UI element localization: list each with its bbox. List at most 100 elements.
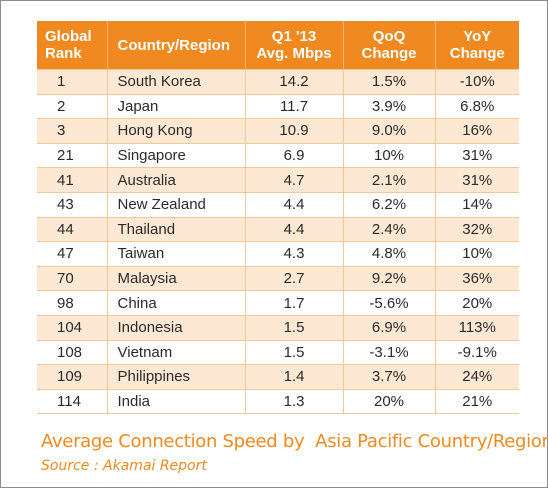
avg-mbps-cell: 4.4 (244, 216, 343, 242)
table-row: 47 Taiwan 4.3 4.8% 10% (37, 241, 519, 267)
table-row: 104 Indonesia 1.5 6.9% 113% (37, 314, 519, 341)
avg-mbps-cell: 14.2 (244, 69, 343, 95)
yoy-change-cell: 20% (434, 290, 519, 316)
chart-title: Average Connection Speed by Asia Pacific… (41, 431, 548, 452)
header-line: Avg. Mbps (256, 45, 332, 62)
qoq-change-cell: -5.6% (342, 290, 435, 316)
rank-cell: 109 (37, 364, 107, 390)
header-row: Global Rank Country/Region Q1 '13 Avg. Mbp… (37, 21, 519, 70)
rank-cell: 2 (37, 93, 107, 119)
yoy-change-cell: 14% (434, 191, 519, 218)
avg-mbps-cell: 1.5 (244, 339, 343, 365)
avg-mbps-cell: 6.9 (244, 142, 343, 168)
country-cell: Taiwan (106, 241, 245, 267)
header-qoq-change: QoQ Change (342, 21, 435, 70)
country-cell: Vietnam (106, 339, 245, 365)
header-yoy-change: YoY Change (434, 21, 519, 70)
table-row: 114 India 1.3 20% 21% (37, 388, 519, 415)
header-line: Change (449, 45, 505, 62)
qoq-change-cell: 3.7% (342, 364, 435, 390)
rank-cell: 1 (37, 69, 107, 95)
country-cell: Japan (106, 93, 245, 119)
table-body: 1 South Korea 14.2 1.5% -10% 2 Japan 11.7 3.9% 6.… (37, 69, 519, 415)
qoq-change-cell: 2.1% (342, 167, 435, 193)
table-row: 1 South Korea 14.2 1.5% -10% (37, 69, 519, 95)
yoy-change-cell: 24% (434, 364, 519, 390)
table-row: 21 Singapore 6.9 10% 31% (37, 142, 519, 168)
avg-mbps-cell: 4.4 (244, 191, 343, 218)
table-row: 43 New Zealand 4.4 6.2% 14% (37, 191, 519, 218)
header-country-region: Country/Region (106, 21, 245, 70)
yoy-change-cell: 31% (434, 142, 519, 168)
header-line: Rank (45, 45, 82, 62)
table-row: 109 Philippines 1.4 3.7% 24% (37, 364, 519, 390)
country-cell: South Korea (106, 69, 245, 95)
header-line: Global (45, 28, 92, 45)
rank-cell: 70 (37, 265, 107, 291)
qoq-change-cell: 4.8% (342, 241, 435, 267)
avg-mbps-cell: 11.7 (244, 93, 343, 119)
header-line: YoY (463, 28, 492, 45)
country-cell: India (106, 388, 245, 415)
header-avg-mbps: Q1 '13 Avg. Mbps (244, 21, 343, 70)
table-row: 2 Japan 11.7 3.9% 6.8% (37, 93, 519, 119)
yoy-change-cell: 21% (434, 388, 519, 415)
header-line: QoQ (372, 28, 406, 45)
rank-cell: 41 (37, 167, 107, 193)
header-line: Country/Region (117, 36, 231, 54)
yoy-change-cell: 36% (434, 265, 519, 291)
yoy-change-cell: -10% (434, 69, 519, 95)
rank-cell: 21 (37, 142, 107, 168)
avg-mbps-cell: 1.3 (244, 388, 343, 415)
table-row: 98 China 1.7 -5.6% 20% (37, 290, 519, 316)
qoq-change-cell: 2.4% (342, 216, 435, 242)
qoq-change-cell: 1.5% (342, 69, 435, 95)
country-cell: Singapore (106, 142, 245, 168)
yoy-change-cell: 32% (434, 216, 519, 242)
avg-mbps-cell: 4.3 (244, 241, 343, 267)
avg-mbps-cell: 2.7 (244, 265, 343, 291)
yoy-change-cell: 113% (434, 314, 519, 341)
qoq-change-cell: 3.9% (342, 93, 435, 119)
rank-cell: 114 (37, 388, 107, 415)
country-cell: Thailand (106, 216, 245, 242)
rank-cell: 104 (37, 314, 107, 341)
avg-mbps-cell: 1.5 (244, 314, 343, 341)
rank-cell: 3 (37, 118, 107, 144)
yoy-change-cell: 6.8% (434, 93, 519, 119)
country-cell: New Zealand (106, 191, 245, 218)
avg-mbps-cell: 4.7 (244, 167, 343, 193)
yoy-change-cell: 16% (434, 118, 519, 144)
qoq-change-cell: 6.9% (342, 314, 435, 341)
header-global-rank: Global Rank (37, 21, 107, 70)
avg-mbps-cell: 1.7 (244, 290, 343, 316)
yoy-change-cell: 31% (434, 167, 519, 193)
rank-cell: 43 (37, 191, 107, 218)
table-row: 41 Australia 4.7 2.1% 31% (37, 167, 519, 193)
yoy-change-cell: 10% (434, 241, 519, 267)
country-cell: Hong Kong (106, 118, 245, 144)
table-row: 108 Vietnam 1.5 -3.1% -9.1% (37, 339, 519, 365)
yoy-change-cell: -9.1% (434, 339, 519, 365)
qoq-change-cell: 20% (342, 388, 435, 415)
table-row: 70 Malaysia 2.7 9.2% 36% (37, 265, 519, 291)
qoq-change-cell: 6.2% (342, 191, 435, 218)
qoq-change-cell: 9.0% (342, 118, 435, 144)
qoq-change-cell: 9.2% (342, 265, 435, 291)
country-cell: China (106, 290, 245, 316)
country-cell: Malaysia (106, 265, 245, 291)
avg-mbps-cell: 1.4 (244, 364, 343, 390)
country-cell: Philippines (106, 364, 245, 390)
table-row: 44 Thailand 4.4 2.4% 32% (37, 216, 519, 242)
speed-table: Global Rank Country/Region Q1 '13 Avg. Mbp… (37, 21, 519, 415)
avg-mbps-cell: 10.9 (244, 118, 343, 144)
country-cell: Australia (106, 167, 245, 193)
rank-cell: 47 (37, 241, 107, 267)
table-row: 3 Hong Kong 10.9 9.0% 16% (37, 118, 519, 144)
header-line: Q1 '13 (271, 28, 317, 45)
qoq-change-cell: 10% (342, 142, 435, 168)
rank-cell: 98 (37, 290, 107, 316)
qoq-change-cell: -3.1% (342, 339, 435, 365)
rank-cell: 44 (37, 216, 107, 242)
